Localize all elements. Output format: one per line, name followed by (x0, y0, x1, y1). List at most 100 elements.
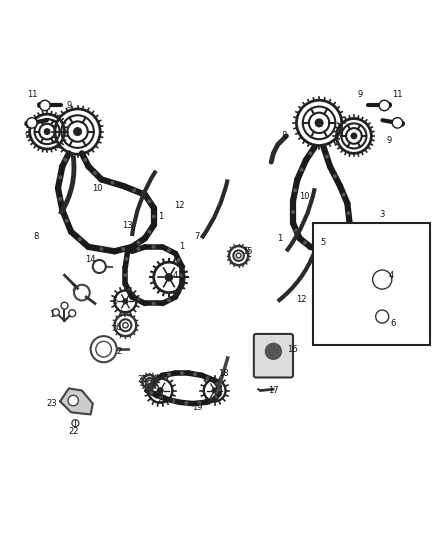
Circle shape (292, 211, 294, 213)
Circle shape (148, 200, 151, 203)
Text: 6: 6 (390, 319, 396, 328)
Circle shape (207, 377, 209, 379)
Circle shape (194, 373, 196, 376)
Text: 1: 1 (277, 233, 283, 243)
Circle shape (324, 277, 327, 280)
Circle shape (64, 158, 67, 161)
Circle shape (157, 377, 159, 380)
Text: 12: 12 (175, 201, 185, 210)
Circle shape (181, 372, 184, 375)
Circle shape (165, 273, 173, 281)
Circle shape (172, 399, 175, 402)
Circle shape (198, 402, 201, 404)
Text: 9: 9 (358, 90, 363, 99)
Circle shape (149, 385, 152, 387)
Text: 1: 1 (180, 243, 185, 252)
Circle shape (168, 373, 170, 376)
FancyBboxPatch shape (254, 334, 293, 377)
Text: 8: 8 (282, 132, 287, 140)
Circle shape (124, 274, 127, 277)
Circle shape (357, 277, 360, 280)
Circle shape (379, 100, 390, 111)
Circle shape (378, 275, 386, 284)
Circle shape (68, 395, 78, 406)
Text: 18: 18 (218, 369, 229, 377)
Circle shape (314, 118, 324, 127)
Text: 5: 5 (112, 297, 117, 306)
Circle shape (325, 264, 328, 266)
Circle shape (152, 246, 155, 248)
Circle shape (212, 387, 218, 393)
Circle shape (325, 155, 328, 158)
Text: 19: 19 (192, 403, 202, 413)
Circle shape (61, 302, 68, 309)
Circle shape (100, 248, 103, 251)
Polygon shape (60, 389, 93, 415)
Circle shape (122, 298, 128, 304)
Circle shape (328, 290, 330, 293)
Circle shape (123, 322, 128, 328)
Circle shape (160, 396, 162, 398)
Text: 10: 10 (92, 184, 102, 192)
Circle shape (355, 264, 357, 266)
Text: 3: 3 (379, 210, 385, 219)
Text: 14: 14 (85, 255, 96, 264)
Circle shape (294, 189, 297, 192)
Circle shape (59, 198, 61, 200)
Circle shape (185, 402, 187, 404)
Text: 6: 6 (115, 323, 121, 332)
Text: 15: 15 (242, 247, 253, 256)
Circle shape (348, 255, 351, 258)
Circle shape (150, 391, 153, 394)
Bar (313, 223, 430, 345)
Circle shape (137, 248, 140, 251)
Circle shape (122, 248, 124, 251)
Circle shape (27, 118, 37, 128)
Circle shape (317, 248, 319, 251)
Text: 1: 1 (158, 212, 163, 221)
Circle shape (343, 193, 345, 196)
Circle shape (309, 152, 312, 155)
Text: 13: 13 (122, 221, 133, 230)
Text: 9: 9 (66, 101, 71, 110)
Text: 12: 12 (297, 295, 307, 304)
Text: 10: 10 (299, 192, 309, 201)
Circle shape (84, 158, 86, 161)
Text: 22: 22 (68, 427, 78, 437)
Text: 5: 5 (321, 238, 326, 247)
Circle shape (73, 127, 82, 136)
Circle shape (215, 395, 218, 398)
Text: 7: 7 (194, 231, 200, 240)
Circle shape (336, 298, 339, 301)
Circle shape (300, 168, 303, 171)
Text: 21: 21 (138, 375, 148, 384)
Circle shape (215, 382, 218, 385)
Circle shape (94, 172, 96, 174)
Circle shape (44, 128, 50, 135)
Circle shape (334, 175, 336, 177)
Circle shape (152, 215, 155, 218)
Circle shape (59, 176, 61, 179)
Text: 8: 8 (34, 231, 39, 240)
Circle shape (355, 290, 357, 293)
Circle shape (347, 298, 350, 301)
Circle shape (133, 189, 135, 192)
Text: 20: 20 (157, 395, 168, 403)
Circle shape (376, 310, 389, 323)
Text: 7: 7 (71, 284, 76, 293)
Circle shape (330, 248, 332, 251)
Circle shape (148, 230, 151, 233)
Circle shape (168, 299, 170, 302)
Circle shape (152, 302, 155, 305)
Text: 17: 17 (268, 386, 279, 395)
Text: 1: 1 (49, 310, 54, 319)
Circle shape (295, 229, 297, 232)
Circle shape (350, 133, 357, 140)
Circle shape (53, 309, 60, 316)
Circle shape (181, 274, 184, 277)
Text: 11: 11 (27, 90, 37, 99)
Circle shape (373, 270, 392, 289)
Text: 4: 4 (173, 271, 178, 280)
Circle shape (111, 181, 114, 184)
Circle shape (78, 238, 81, 240)
